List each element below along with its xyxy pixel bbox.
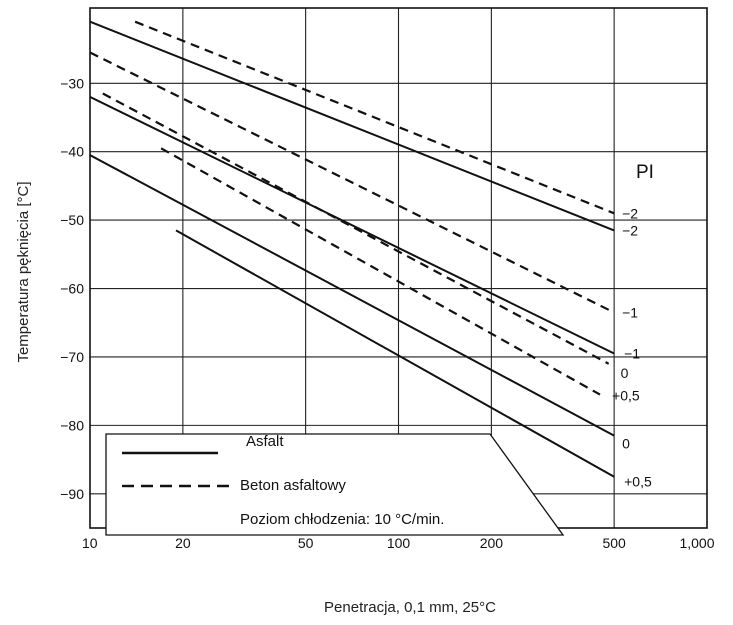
- beton-line-pi-4: [134, 20, 615, 215]
- series-end-label: 0: [621, 365, 629, 381]
- series-end-label: −2: [622, 222, 638, 238]
- beton-line-pi-6: [102, 92, 610, 365]
- x-axis-title: Penetracja, 0,1 mm, 25°C: [324, 599, 496, 616]
- x-tick-label: 1,000: [679, 535, 714, 551]
- y-tick-label: −70: [60, 349, 84, 365]
- pi-annotation: PI: [636, 162, 654, 183]
- legend-box: [105, 433, 565, 536]
- y-tick-labels: −30 −40 −50 −60 −70 −80 −90: [60, 75, 84, 502]
- y-tick-label: −60: [60, 281, 84, 297]
- y-tick-label: −90: [60, 486, 84, 502]
- y-tick-label: −40: [60, 144, 84, 160]
- asfalt-line-pi-0: [90, 20, 615, 232]
- y-tick-label: −50: [60, 212, 84, 228]
- x-tick-label: 500: [602, 535, 626, 551]
- legend-label-beton: Beton asfaltowy: [240, 477, 346, 494]
- series-end-labels: −2 −1 0 +0,5 −2 −1 0 +0,5: [612, 205, 652, 489]
- asfalt-line-pi-2: [90, 154, 615, 437]
- beton-line-pi-7: [160, 147, 601, 396]
- asfalt-line-pi-1: [90, 96, 615, 355]
- series-end-label: −2: [622, 205, 638, 221]
- beton-line-pi-5: [90, 51, 615, 314]
- x-tick-label: 10: [82, 535, 98, 551]
- series-end-label: +0,5: [624, 474, 652, 490]
- y-tick-label: −80: [60, 417, 84, 433]
- x-tick-labels: 10 20 50 100 200 500 1,000: [82, 535, 715, 551]
- y-tick-label: −30: [60, 75, 84, 91]
- series-end-label: 0: [622, 436, 630, 452]
- legend: Asfalt Beton asfaltowy Poziom chłodzenia…: [105, 433, 565, 536]
- x-tick-label: 200: [480, 535, 504, 551]
- legend-note: Poziom chłodzenia: 10 °C/min.: [240, 511, 444, 528]
- legend-label-asfalt: Asfalt: [246, 433, 284, 450]
- x-tick-label: 20: [175, 535, 191, 551]
- asfalt-line-pi-3: [175, 229, 615, 478]
- x-tick-label: 100: [387, 535, 411, 551]
- series-layer: [90, 20, 615, 478]
- x-tick-label: 50: [298, 535, 314, 551]
- series-end-label: −1: [622, 304, 638, 320]
- series-end-label: +0,5: [612, 388, 640, 404]
- series-end-label: −1: [624, 346, 640, 362]
- y-axis-title: Temperatura pęknięcia [°C]: [15, 181, 32, 362]
